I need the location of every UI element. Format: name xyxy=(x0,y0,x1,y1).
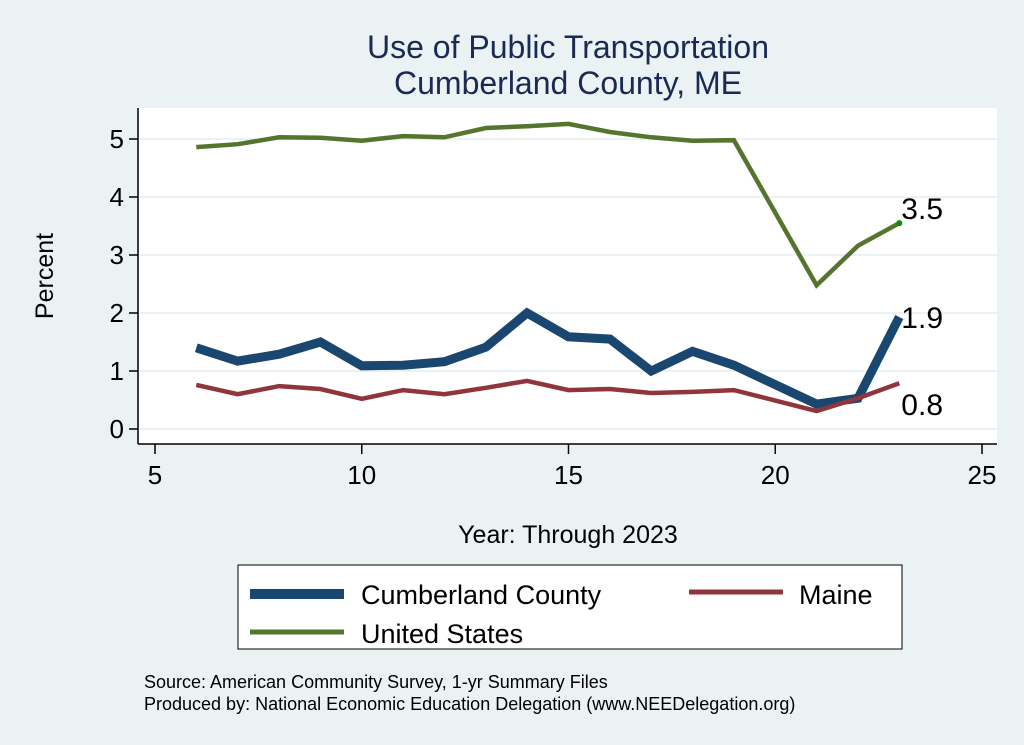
x-ticks: 5 10 15 20 25 xyxy=(148,444,997,490)
y-ticks: 0 1 2 3 4 5 xyxy=(110,124,138,444)
y-axis-title: Percent xyxy=(31,233,59,319)
series-lines xyxy=(194,121,904,414)
y-tick-label: 3 xyxy=(110,240,124,270)
producer-note: Produced by: National Economic Education… xyxy=(144,694,795,714)
source-note: Source: American Community Survey, 1-yr … xyxy=(144,672,608,692)
us-end-marker xyxy=(896,220,903,227)
chart-title-line-1: Use of Public Transportation xyxy=(367,29,769,65)
x-tick-label: 20 xyxy=(761,460,790,490)
legend-label-us: United States xyxy=(361,619,523,649)
y-tick-label: 4 xyxy=(110,182,124,212)
end-label-cumberland: 1.9 xyxy=(901,302,943,335)
chart-title-line-2: Cumberland County, ME xyxy=(394,65,742,101)
gridlines xyxy=(138,138,997,430)
end-label-maine: 0.8 xyxy=(901,389,943,422)
x-axis-title: Year: Through 2023 xyxy=(458,521,678,549)
y-tick-label: 5 xyxy=(110,124,124,154)
legend-label-maine: Maine xyxy=(799,580,873,610)
legend-label-cumberland: Cumberland County xyxy=(361,580,602,610)
x-tick-label: 5 xyxy=(148,460,162,490)
legend: Cumberland County Maine United States xyxy=(237,564,903,650)
y-tick-label: 0 xyxy=(110,414,124,444)
end-label-us: 3.5 xyxy=(901,193,943,226)
legend-box xyxy=(237,564,903,650)
x-tick-label: 25 xyxy=(968,460,997,490)
end-labels: 1.9 0.8 3.5 xyxy=(896,193,943,422)
x-tick-label: 10 xyxy=(347,460,376,490)
x-tick-label: 15 xyxy=(554,460,583,490)
y-tick-label: 2 xyxy=(110,298,124,328)
y-tick-label: 1 xyxy=(110,356,124,386)
